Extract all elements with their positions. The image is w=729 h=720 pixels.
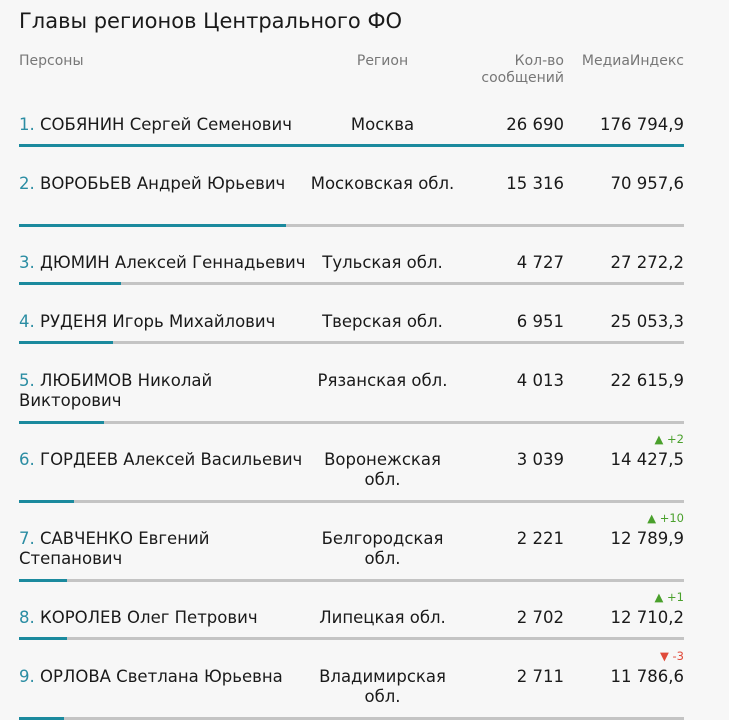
media-index-value: 12 710,2 bbox=[610, 608, 684, 627]
media-index-bar bbox=[19, 421, 684, 424]
media-index-value: 176 794,9 bbox=[600, 115, 684, 134]
rank-number: 2. bbox=[19, 174, 35, 193]
message-count: 3 039 bbox=[516, 450, 564, 469]
media-index-bar-fill bbox=[19, 144, 684, 147]
media-index-bar-fill bbox=[19, 500, 74, 503]
person-name[interactable]: 2. ВОРОБЬЕВ Андрей Юрьевич bbox=[19, 174, 315, 194]
media-index-bar bbox=[19, 341, 684, 344]
column-header-region: Регион bbox=[356, 53, 409, 69]
media-index-bar-fill bbox=[19, 224, 286, 227]
person-full-name: КОРОЛЕВ Олег Петрович bbox=[40, 608, 258, 627]
rank-number: 7. bbox=[19, 529, 35, 548]
media-index-bar bbox=[19, 500, 684, 503]
person-full-name: РУДЕНЯ Игорь Михайлович bbox=[40, 312, 276, 331]
column-header-persons: Персоны bbox=[19, 53, 84, 69]
person-full-name: СОБЯНИН Сергей Семенович bbox=[40, 115, 292, 134]
page-title: Главы регионов Центрального ФО bbox=[19, 9, 403, 33]
media-index-value: 11 786,6 bbox=[610, 667, 684, 686]
media-index-value: 70 957,6 bbox=[610, 174, 684, 193]
media-index-bar bbox=[19, 144, 684, 147]
person-name[interactable]: 8. КОРОЛЕВ Олег Петрович bbox=[19, 608, 315, 628]
media-index-bar-fill bbox=[19, 421, 104, 424]
message-count: 4 013 bbox=[516, 371, 564, 390]
region-name: Владимирская обл. bbox=[319, 667, 446, 706]
message-count: 4 727 bbox=[516, 253, 564, 272]
person-full-name: ВОРОБЬЕВ Андрей Юрьевич bbox=[40, 174, 286, 193]
person-name[interactable]: 4. РУДЕНЯ Игорь Михайлович bbox=[19, 312, 315, 332]
message-count: 26 690 bbox=[506, 115, 564, 134]
media-index-value: 22 615,9 bbox=[610, 371, 684, 390]
media-index-bar bbox=[19, 637, 684, 640]
media-index-bar-fill bbox=[19, 341, 113, 344]
person-full-name: ЛЮБИМОВ Николай Викторович bbox=[19, 371, 213, 410]
region-name: Белгородская обл. bbox=[321, 529, 444, 568]
region-name: Липецкая обл. bbox=[319, 608, 446, 627]
rank-number: 3. bbox=[19, 253, 35, 272]
person-name[interactable]: 3. ДЮМИН Алексей Геннадьевич bbox=[19, 253, 315, 273]
rank-number: 9. bbox=[19, 667, 35, 686]
person-name[interactable]: 5. ЛЮБИМОВ Николай Викторович bbox=[19, 371, 315, 411]
media-index-bar-fill bbox=[19, 637, 67, 640]
message-count: 6 951 bbox=[516, 312, 564, 331]
rank-change-badge: ▲ +2 bbox=[654, 432, 684, 446]
person-name[interactable]: 7. САВЧЕНКО Евгений Степанович bbox=[19, 529, 315, 569]
column-header-media-index: МедиаИндекс bbox=[581, 53, 684, 69]
rank-number: 6. bbox=[19, 450, 35, 469]
media-index-bar-fill bbox=[19, 282, 121, 285]
person-full-name: ДЮМИН Алексей Геннадьевич bbox=[40, 253, 306, 272]
media-index-bar bbox=[19, 282, 684, 285]
rank-change-badge: ▲ +1 bbox=[654, 590, 684, 604]
person-full-name: САВЧЕНКО Евгений Степанович bbox=[19, 529, 210, 568]
media-index-bar-fill bbox=[19, 579, 67, 582]
rank-change-badge: ▲ +10 bbox=[647, 511, 684, 525]
column-header-count: Кол-во сообщений bbox=[481, 53, 564, 86]
media-index-value: 14 427,5 bbox=[610, 450, 684, 469]
rank-change-badge: ▼ -3 bbox=[660, 649, 684, 663]
person-name[interactable]: 9. ОРЛОВА Светлана Юрьевна bbox=[19, 667, 315, 687]
person-name[interactable]: 6. ГОРДЕЕВ Алексей Васильевич bbox=[19, 450, 315, 470]
region-name: Тверская обл. bbox=[322, 312, 443, 331]
person-full-name: ГОРДЕЕВ Алексей Васильевич bbox=[40, 450, 303, 469]
media-index-bar bbox=[19, 224, 684, 227]
message-count: 2 711 bbox=[516, 667, 564, 686]
rank-number: 8. bbox=[19, 608, 35, 627]
media-index-value: 25 053,3 bbox=[610, 312, 684, 331]
region-name: Воронежская обл. bbox=[324, 450, 441, 489]
region-name: Москва bbox=[350, 115, 415, 134]
rank-number: 1. bbox=[19, 115, 35, 134]
region-name: Московская обл. bbox=[310, 174, 455, 193]
message-count: 2 702 bbox=[516, 608, 564, 627]
person-name[interactable]: 1. СОБЯНИН Сергей Семенович bbox=[19, 115, 315, 135]
region-name: Рязанская обл. bbox=[317, 371, 448, 390]
message-count: 2 221 bbox=[516, 529, 564, 548]
region-name: Тульская обл. bbox=[322, 253, 443, 272]
media-index-value: 12 789,9 bbox=[610, 529, 684, 548]
rank-number: 5. bbox=[19, 371, 35, 390]
person-full-name: ОРЛОВА Светлана Юрьевна bbox=[40, 667, 283, 686]
media-index-bar bbox=[19, 579, 684, 582]
media-index-value: 27 272,2 bbox=[610, 253, 684, 272]
message-count: 15 316 bbox=[506, 174, 564, 193]
rank-number: 4. bbox=[19, 312, 35, 331]
